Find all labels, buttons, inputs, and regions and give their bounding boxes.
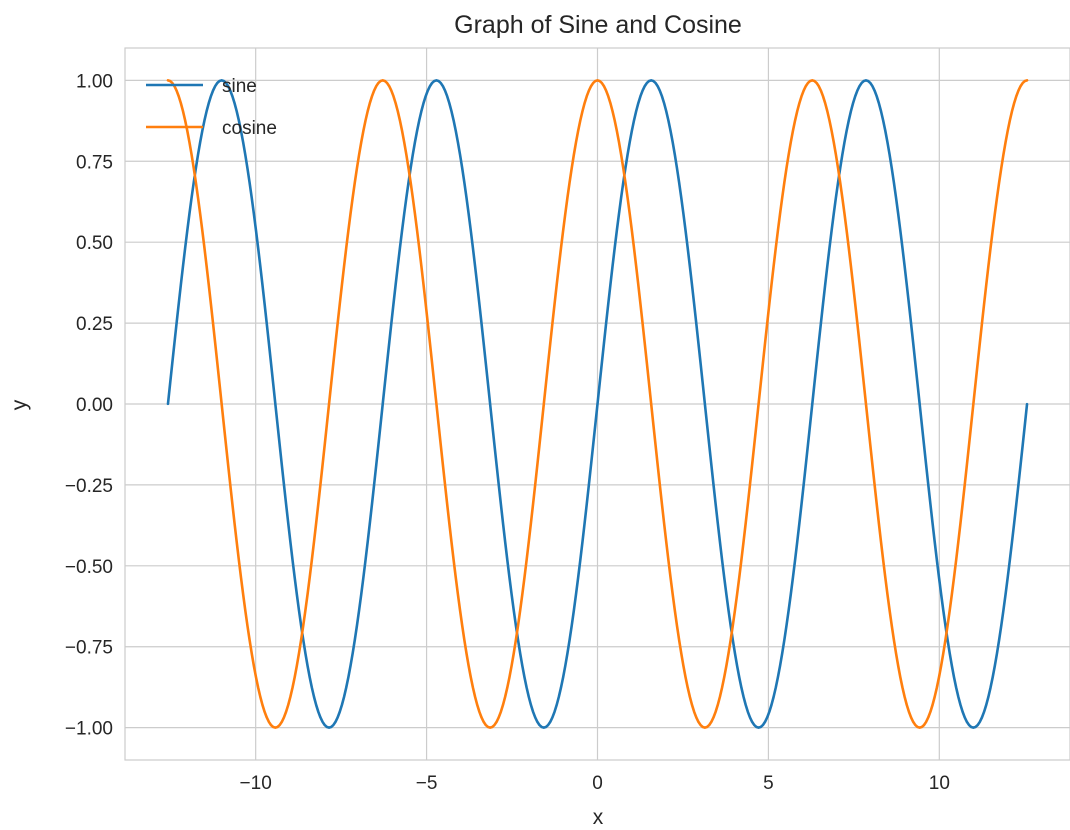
series-line-sine xyxy=(166,79,1029,729)
x-axis-label: x xyxy=(593,806,604,829)
y-tick-label: 0.50 xyxy=(76,233,113,254)
x-tick-label: 5 xyxy=(763,773,774,794)
y-tick-labels: 1.00 0.75 0.50 0.25 0.00 −0.25 −0.50 −0.75 −1.00 xyxy=(65,71,113,739)
y-tick-label: 0.00 xyxy=(76,395,113,416)
y-tick-label: −0.25 xyxy=(65,476,113,497)
x-tick-label: 0 xyxy=(592,773,603,794)
y-tick-label: 1.00 xyxy=(76,71,113,92)
legend-label-cosine: cosine xyxy=(222,118,277,139)
y-tick-label: −1.00 xyxy=(65,719,113,740)
series-line-cosine xyxy=(166,79,1029,729)
x-tick-label: −10 xyxy=(240,773,272,794)
chart-title: Graph of Sine and Cosine xyxy=(454,11,742,39)
y-tick-label: −0.75 xyxy=(65,638,113,659)
x-tick-labels: −10 −5 0 5 10 xyxy=(240,773,950,794)
plot-area xyxy=(124,47,1070,761)
y-axis-label: y xyxy=(8,399,31,410)
x-tick-label: 10 xyxy=(929,773,950,794)
series-layer xyxy=(166,79,1029,729)
x-tick-label: −5 xyxy=(416,773,438,794)
y-tick-label: 0.25 xyxy=(76,314,113,335)
y-tick-label: −0.50 xyxy=(65,557,113,578)
legend: sine cosine xyxy=(146,76,277,139)
legend-label-sine: sine xyxy=(222,76,257,97)
y-tick-label: 0.75 xyxy=(76,152,113,173)
